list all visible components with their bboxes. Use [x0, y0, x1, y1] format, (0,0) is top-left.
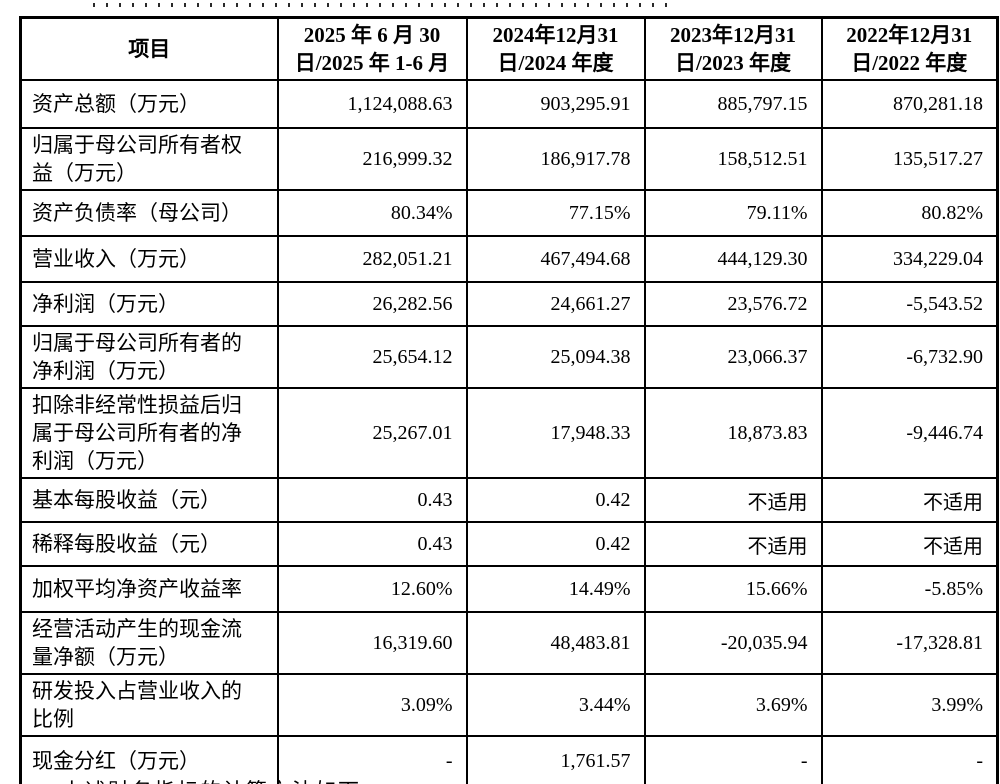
row-value: -: [643, 735, 823, 784]
row-value: 135,517.27: [820, 127, 999, 191]
row-value: 15.66%: [643, 565, 823, 613]
row-value: 1,761.57: [465, 735, 646, 784]
row-value: -: [276, 735, 468, 784]
row-value: 0.42: [465, 521, 646, 567]
row-value: 467,494.68: [465, 235, 646, 283]
table-header-row: 项目 2025 年 6 月 30 日/2025 年 1-6 月 2024年12月…: [19, 16, 999, 81]
row-value: 79.11%: [643, 189, 823, 237]
footer-clipped-text: 上述财务指标的计算方法如下: [62, 775, 361, 784]
header-period-2024: 2024年12月31 日/2024 年度: [465, 16, 646, 81]
financial-table-body: 资产总额（万元） 1,124,088.63 903,295.91 885,797.15…: [19, 79, 999, 784]
row-value: 23,066.37: [643, 325, 823, 389]
row-label: 资产负债率（母公司）: [19, 189, 279, 237]
row-value: 444,129.30: [643, 235, 823, 283]
row-value: 25,267.01: [276, 387, 468, 479]
row-label: 基本每股收益（元）: [19, 477, 279, 523]
row-value: 18,873.83: [643, 387, 823, 479]
row-label: 营业收入（万元）: [19, 235, 279, 283]
table-row: 归属于母公司所有者权 益（万元） 216,999.32 186,917.78 158,…: [19, 127, 999, 191]
row-value: 不适用: [820, 477, 999, 523]
row-value: 3.99%: [820, 673, 999, 737]
row-label: 经营活动产生的现金流 量净额（万元）: [19, 611, 279, 675]
row-value: 282,051.21: [276, 235, 468, 283]
table-row: 归属于母公司所有者的 净利润（万元） 25,654.12 25,094.38 23,0…: [19, 325, 999, 389]
row-value: 0.43: [276, 521, 468, 567]
row-value: 885,797.15: [643, 79, 823, 129]
row-value: 12.60%: [276, 565, 468, 613]
table-row: 经营活动产生的现金流 量净额（万元） 16,319.60 48,483.81 -20,…: [19, 611, 999, 675]
row-value: 25,654.12: [276, 325, 468, 389]
row-label: 净利润（万元）: [19, 281, 279, 327]
table-row: 基本每股收益（元） 0.43 0.42 不适用 不适用: [19, 477, 999, 523]
row-label: 归属于母公司所有者权 益（万元）: [19, 127, 279, 191]
table-row: 扣除非经常性损益后归 属于母公司所有者的净 利润（万元） 25,267.01 17,…: [19, 387, 999, 479]
row-value: 0.43: [276, 477, 468, 523]
row-value: -9,446.74: [820, 387, 999, 479]
row-value: -6,732.90: [820, 325, 999, 389]
row-value: 3.44%: [465, 673, 646, 737]
row-label: 资产总额（万元）: [19, 79, 279, 129]
row-label: 现金分红（万元）: [19, 735, 279, 784]
row-value: 3.69%: [643, 673, 823, 737]
row-value: 25,094.38: [465, 325, 646, 389]
row-value: 14.49%: [465, 565, 646, 613]
row-value: 186,917.78: [465, 127, 646, 191]
row-value: 不适用: [643, 477, 823, 523]
row-value: 不适用: [643, 521, 823, 567]
table-row: 资产负债率（母公司） 80.34% 77.15% 79.11% 80.82%: [19, 189, 999, 237]
row-value: 17,948.33: [465, 387, 646, 479]
table-row: 研发投入占营业收入的 比例 3.09% 3.44% 3.69% 3.99%: [19, 673, 999, 737]
row-value: -20,035.94: [643, 611, 823, 675]
table-row: 稀释每股收益（元） 0.43 0.42 不适用 不适用: [19, 521, 999, 567]
row-value: 80.34%: [276, 189, 468, 237]
header-period-2025: 2025 年 6 月 30 日/2025 年 1-6 月: [276, 16, 468, 81]
row-value: -: [820, 735, 999, 784]
row-value: 158,512.51: [643, 127, 823, 191]
financial-indicators-table: 项目 2025 年 6 月 30 日/2025 年 1-6 月 2024年12月…: [19, 16, 999, 784]
table-row: 加权平均净资产收益率 12.60% 14.49% 15.66% -5.85%: [19, 565, 999, 613]
row-value: 1,124,088.63: [276, 79, 468, 129]
header-period-2022: 2022年12月31 日/2022 年度: [820, 16, 999, 81]
header-period-2023: 2023年12月31 日/2023 年度: [643, 16, 823, 81]
table-row: 净利润（万元） 26,282.56 24,661.27 23,576.72 -5,543…: [19, 281, 999, 327]
row-value: 216,999.32: [276, 127, 468, 191]
row-value: 不适用: [820, 521, 999, 567]
row-label: 加权平均净资产收益率: [19, 565, 279, 613]
row-value: 334,229.04: [820, 235, 999, 283]
row-value: 23,576.72: [643, 281, 823, 327]
row-label: 稀释每股收益（元）: [19, 521, 279, 567]
row-value: 870,281.18: [820, 79, 999, 129]
table-row: 资产总额（万元） 1,124,088.63 903,295.91 885,797.15…: [19, 79, 999, 129]
row-value: 3.09%: [276, 673, 468, 737]
row-value: -5,543.52: [820, 281, 999, 327]
row-value: 80.82%: [820, 189, 999, 237]
row-value: 77.15%: [465, 189, 646, 237]
row-value: 24,661.27: [465, 281, 646, 327]
row-value: 26,282.56: [276, 281, 468, 327]
row-value: 16,319.60: [276, 611, 468, 675]
row-value: 903,295.91: [465, 79, 646, 129]
row-value: 0.42: [465, 477, 646, 523]
header-item-column: 项目: [19, 16, 279, 81]
row-label: 扣除非经常性损益后归 属于母公司所有者的净 利润（万元）: [19, 387, 279, 479]
row-value: -17,328.81: [820, 611, 999, 675]
row-label: 研发投入占营业收入的 比例: [19, 673, 279, 737]
clipped-heading-line: [93, 3, 670, 7]
table-row: 营业收入（万元） 282,051.21 467,494.68 444,129.30 33…: [19, 235, 999, 283]
table-row: 现金分红（万元） -1,761.57- -: [19, 735, 999, 784]
row-value: 48,483.81: [465, 611, 646, 675]
row-label: 归属于母公司所有者的 净利润（万元）: [19, 325, 279, 389]
row-value: -5.85%: [820, 565, 999, 613]
